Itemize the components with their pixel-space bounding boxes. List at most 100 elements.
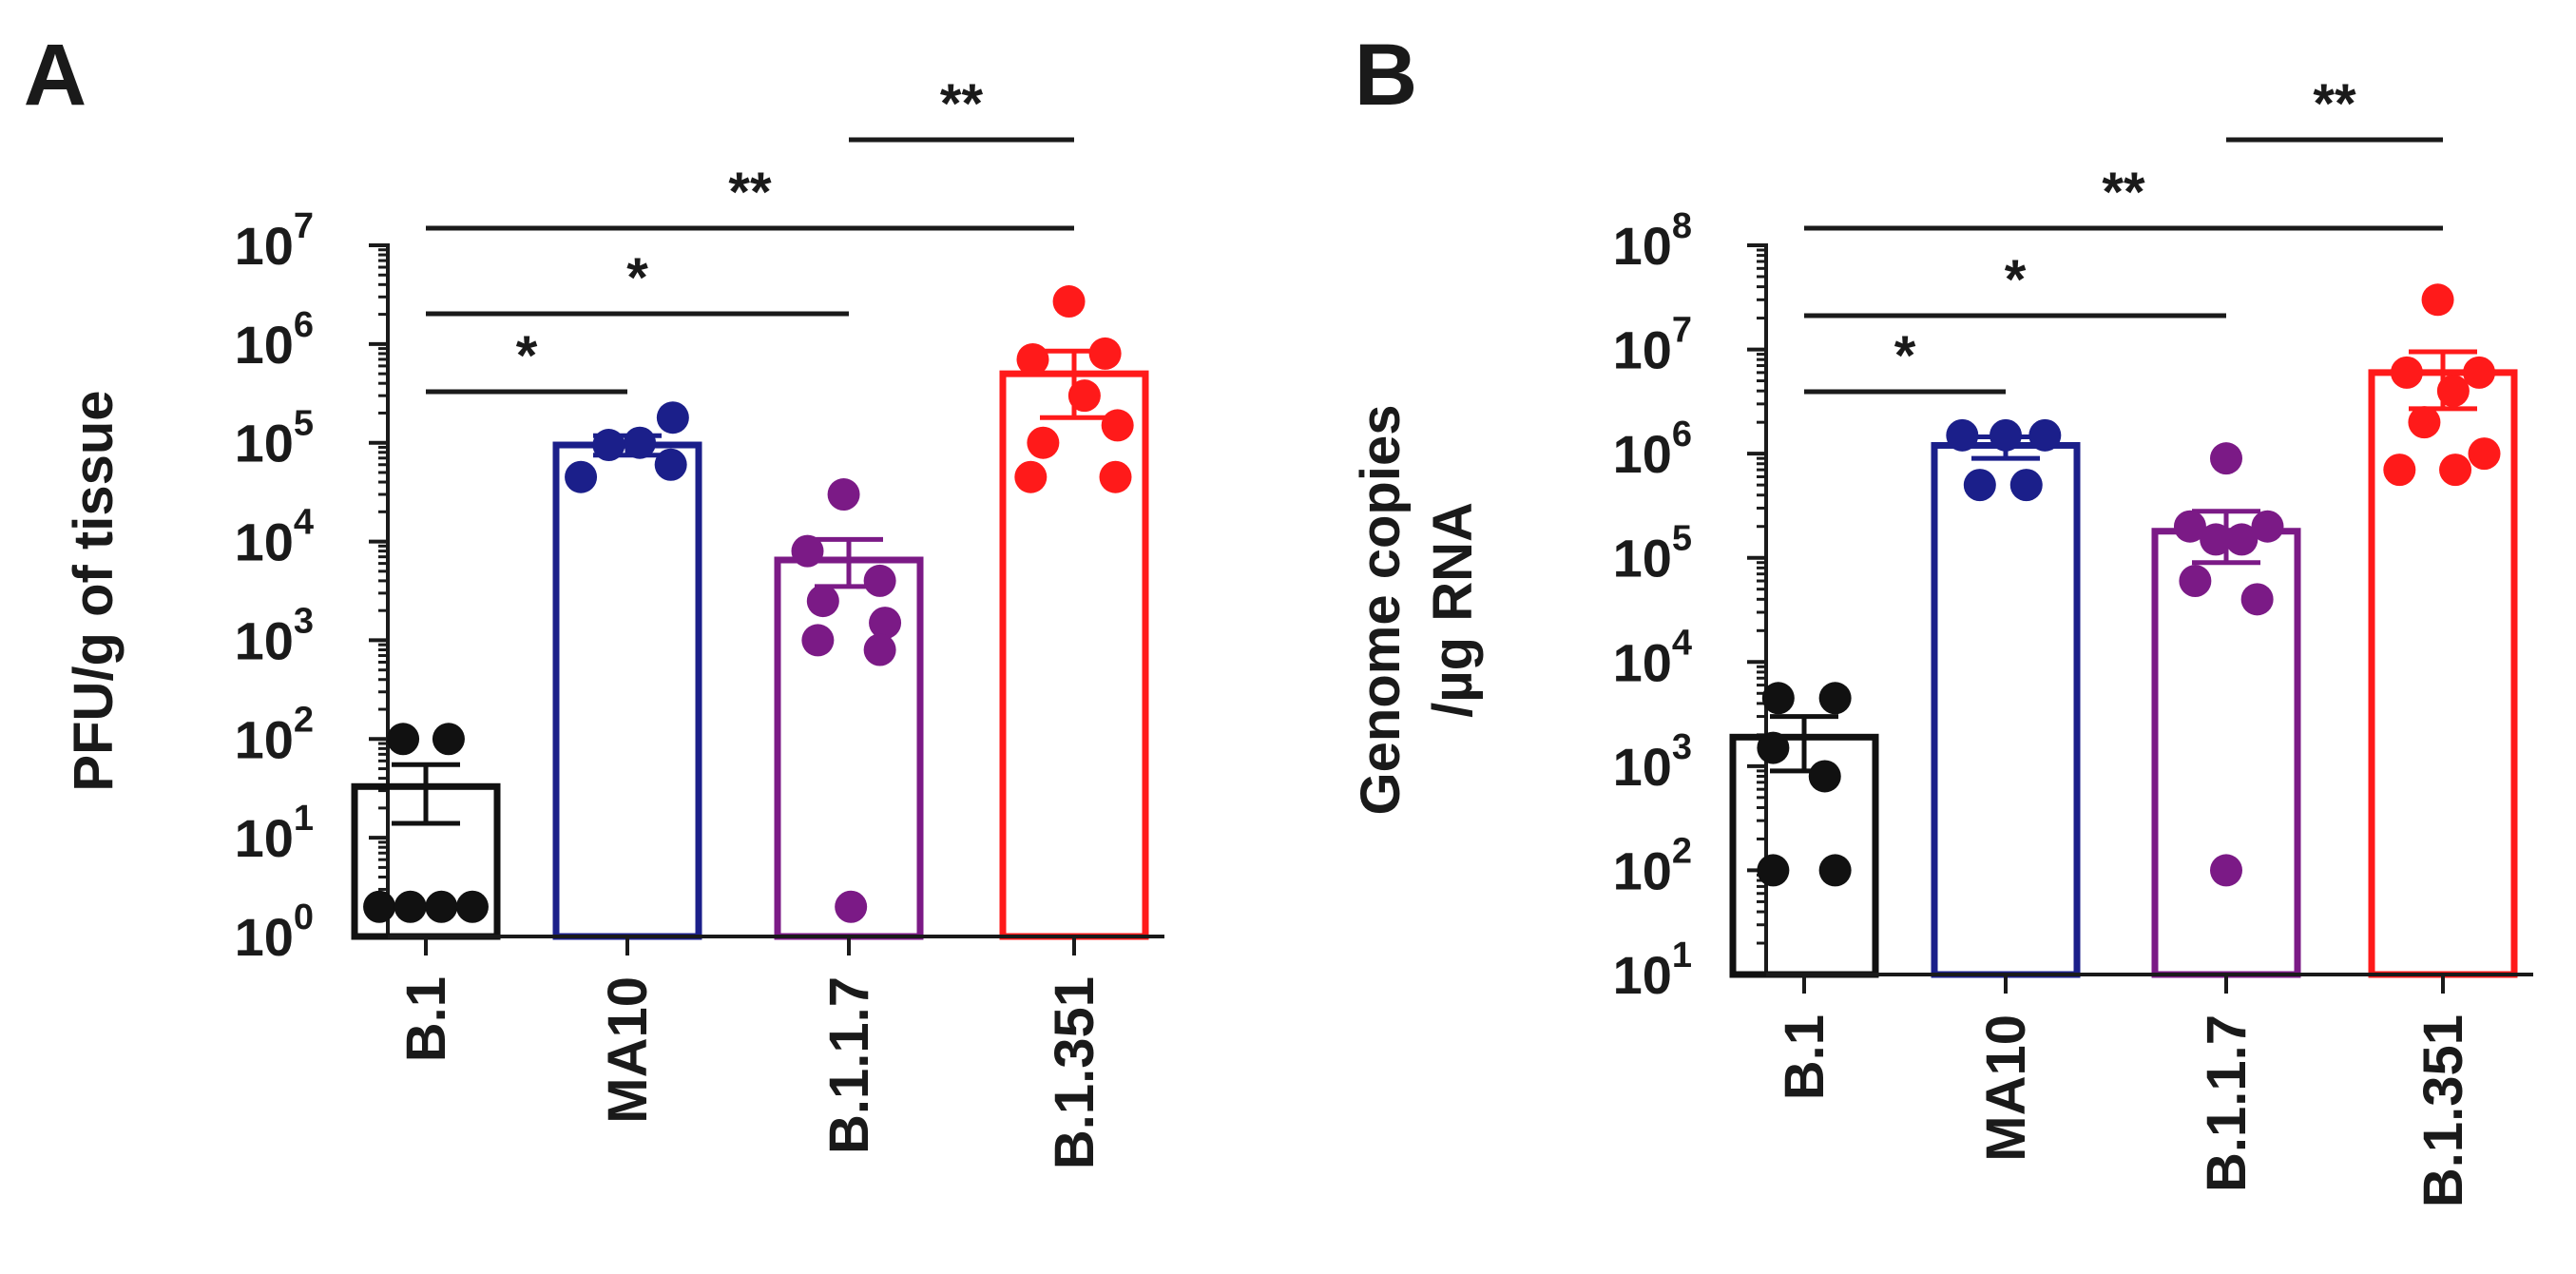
y-tick-exponent: 6 — [294, 305, 314, 345]
y-tick-label: 102 — [1613, 831, 1692, 900]
data-point-B.1 — [363, 890, 396, 923]
data-point-B.1.351 — [2421, 283, 2454, 317]
data-point-B.1.351 — [1067, 379, 1101, 413]
data-point-MA10 — [1990, 418, 2022, 452]
data-point-MA10 — [1963, 469, 1996, 502]
data-point-B.1.1.7 — [827, 478, 860, 512]
y-tick-label: 106 — [235, 305, 314, 375]
y-tick-label: 104 — [235, 503, 314, 572]
data-point-B.1.351 — [2463, 356, 2496, 389]
y-tick-exponent: 4 — [1672, 623, 1692, 663]
x-tick-label: B.1.1.7 — [2196, 1014, 2258, 1192]
bar-MA10 — [1931, 441, 2081, 978]
data-point-B.1.1.7 — [2173, 510, 2206, 543]
data-point-MA10 — [592, 429, 625, 462]
significance-label: ** — [2102, 162, 2145, 223]
y-tick-exponent: 7 — [1672, 311, 1692, 351]
panel-letter: B — [1355, 27, 1417, 124]
y-tick-exponent: 8 — [1672, 206, 1692, 246]
data-point-MA10 — [565, 460, 598, 493]
y-tick-exponent: 5 — [1672, 519, 1692, 559]
x-tick-label: B.1 — [1774, 1014, 1836, 1100]
data-point-B.1 — [432, 723, 465, 756]
y-tick-label: 101 — [235, 799, 314, 868]
y-tick-exponent: 1 — [294, 799, 314, 839]
data-point-B.1.1.7 — [2210, 442, 2242, 475]
y-tick-label: 108 — [1613, 206, 1692, 276]
data-point-B.1.351 — [2436, 375, 2470, 408]
data-point-B.1.1.7 — [835, 890, 868, 923]
data-point-B.1 — [394, 890, 427, 923]
data-point-B.1.1.7 — [801, 624, 835, 657]
data-point-B.1 — [1761, 682, 1795, 715]
x-tick-label: MA10 — [597, 976, 659, 1124]
data-point-B.1.351 — [1088, 337, 1122, 370]
panel-letter: A — [24, 27, 87, 124]
significance-label: * — [1894, 325, 1916, 387]
x-tick-label: B.1 — [395, 976, 457, 1062]
significance-label: ** — [2313, 73, 2356, 135]
bar-MA10 — [552, 441, 702, 940]
y-tick-label: 104 — [1613, 623, 1692, 692]
y-tick-exponent: 2 — [294, 700, 314, 740]
y-tick-exponent: 6 — [1672, 415, 1692, 454]
data-point-MA10 — [624, 426, 657, 459]
data-point-B.1.1.7 — [2179, 565, 2212, 598]
data-point-B.1.1.7 — [2200, 523, 2233, 556]
data-point-B.1.1.7 — [806, 585, 839, 618]
data-point-B.1.351 — [1052, 285, 1086, 318]
x-tick-label: MA10 — [1975, 1014, 2037, 1162]
data-point-B.1 — [425, 890, 458, 923]
y-tick-label: 103 — [235, 601, 314, 670]
data-point-B.1.1.7 — [2240, 583, 2274, 616]
bar-B.1.351 — [999, 370, 1149, 940]
significance-label: * — [516, 325, 538, 387]
data-point-MA10 — [2009, 469, 2043, 502]
significance-label: * — [626, 247, 648, 309]
data-point-B.1.1.7 — [2225, 523, 2259, 556]
data-point-B.1.351 — [2439, 454, 2472, 487]
significance-label: ** — [728, 162, 772, 223]
data-point-B.1 — [1757, 731, 1790, 764]
y-tick-exponent: 5 — [294, 404, 314, 444]
data-point-B.1.351 — [2390, 356, 2423, 389]
y-tick-exponent: 3 — [294, 601, 314, 641]
data-point-MA10 — [2028, 418, 2062, 452]
x-tick-label: B.1.351 — [1044, 976, 1105, 1169]
significance-label: ** — [940, 73, 984, 135]
data-point-B.1.1.7 — [869, 607, 902, 640]
y-tick-exponent: 2 — [1672, 831, 1692, 871]
data-point-B.1.1.7 — [2210, 854, 2242, 887]
data-point-B.1.351 — [1016, 342, 1049, 376]
data-point-B.1 — [1808, 760, 1841, 793]
y-tick-label: 105 — [235, 404, 314, 473]
data-point-B.1.351 — [2468, 437, 2501, 471]
y-tick-exponent: 1 — [1672, 936, 1692, 975]
data-point-B.1.1.7 — [2251, 510, 2284, 543]
data-point-B.1.1.7 — [863, 564, 896, 597]
data-point-B.1 — [387, 723, 420, 756]
y-tick-label: 102 — [235, 700, 314, 769]
data-point-B.1.1.7 — [791, 534, 824, 568]
y-tick-label: 106 — [1613, 415, 1692, 484]
y-axis-label: Genome copies/µg RNA — [1350, 405, 1484, 816]
data-point-B.1.351 — [1014, 460, 1048, 493]
y-axis-label-line: Genome copies — [1350, 405, 1412, 816]
significance-label: * — [2005, 249, 2027, 311]
data-point-B.1.1.7 — [863, 633, 896, 666]
y-axis-label-line: PFU/g of tissue — [63, 390, 125, 791]
y-tick-exponent: 4 — [294, 503, 314, 543]
panel-b: B Genome copies/µg RNA 101 102 103 104 105 106 1… — [1350, 27, 2533, 1207]
y-axis-label: PFU/g of tissue — [63, 390, 125, 791]
data-point-B.1 — [455, 890, 489, 923]
bar-B.1.1.7 — [2151, 528, 2301, 978]
y-tick-label: 107 — [1613, 311, 1692, 380]
data-point-B.1.351 — [2383, 454, 2416, 487]
y-tick-label: 100 — [235, 898, 314, 967]
data-point-MA10 — [654, 448, 687, 481]
y-tick-label: 105 — [1613, 519, 1692, 589]
y-tick-exponent: 0 — [294, 898, 314, 937]
data-point-B.1 — [1818, 682, 1852, 715]
data-point-B.1 — [1818, 854, 1852, 887]
